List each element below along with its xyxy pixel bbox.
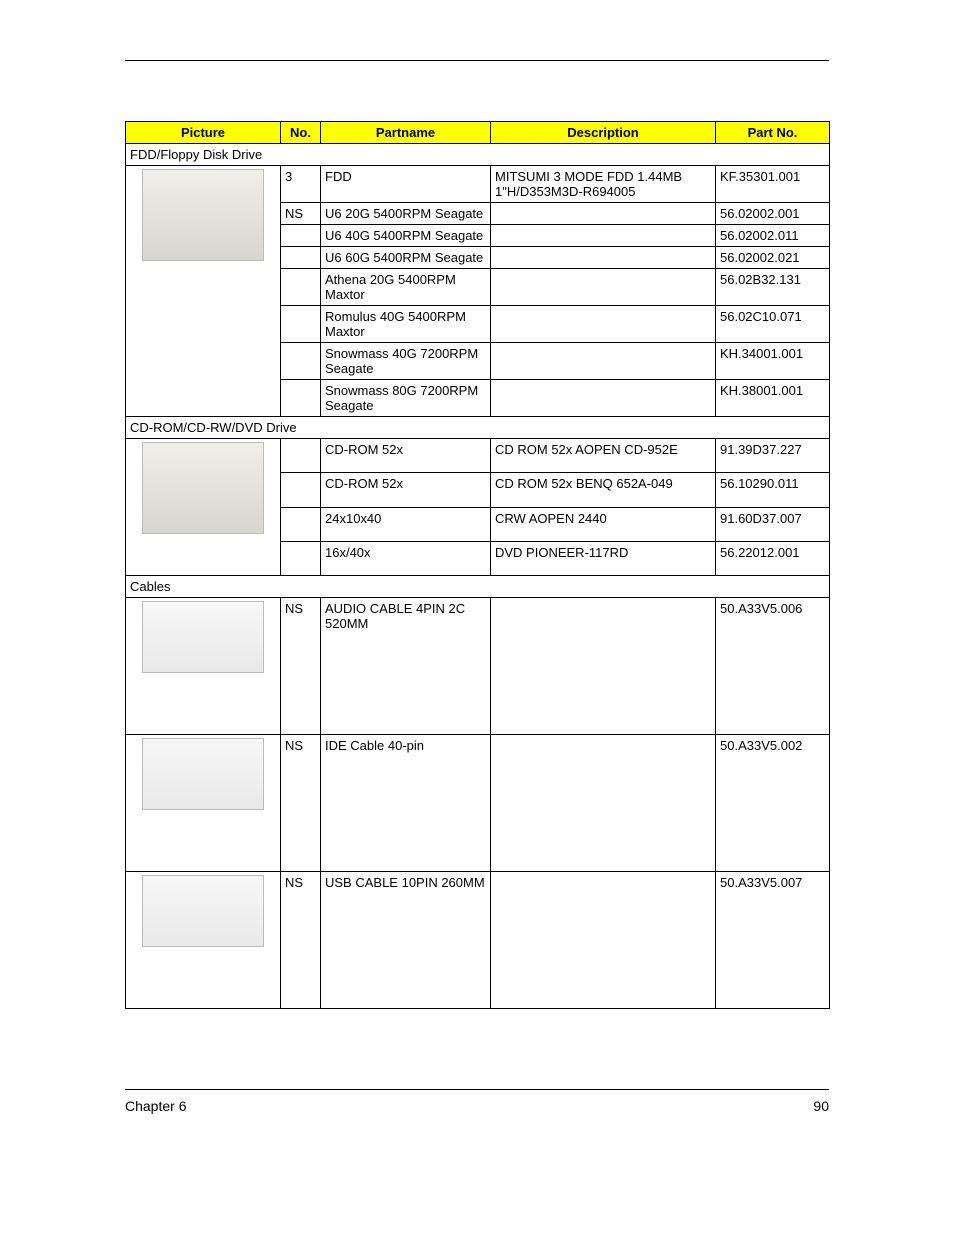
cell-partno: 56.02002.011 xyxy=(716,225,830,247)
table-row: NS AUDIO CABLE 4PIN 2C 520MM 50.A33V5.00… xyxy=(126,598,830,735)
cell-no: NS xyxy=(281,598,321,735)
cell-desc: CD ROM 52x BENQ 652A-049 xyxy=(491,473,716,507)
section-row: CD-ROM/CD-RW/DVD Drive xyxy=(126,417,830,439)
cell-no xyxy=(281,541,321,575)
table-row: CD-ROM 52x CD ROM 52x AOPEN CD-952E 91.3… xyxy=(126,439,830,473)
cell-partname: Snowmass 40G 7200RPM Seagate xyxy=(321,343,491,380)
header-picture: Picture xyxy=(126,122,281,144)
cell-partno: 50.A33V5.007 xyxy=(716,872,830,1009)
cell-partname: IDE Cable 40-pin xyxy=(321,735,491,872)
cell-partno: 56.02002.001 xyxy=(716,203,830,225)
ide-cable-image xyxy=(142,738,264,810)
cell-no xyxy=(281,225,321,247)
cell-no: 3 xyxy=(281,166,321,203)
section-row: FDD/Floppy Disk Drive xyxy=(126,144,830,166)
page-footer: Chapter 6 90 xyxy=(125,1089,829,1114)
header-partno: Part No. xyxy=(716,122,830,144)
cell-desc xyxy=(491,380,716,417)
optical-drive-image xyxy=(142,442,264,534)
cell-no xyxy=(281,343,321,380)
floppy-drive-image xyxy=(142,169,264,261)
footer-page-number: 90 xyxy=(813,1098,829,1114)
cell-partname: 16x/40x xyxy=(321,541,491,575)
cell-partno: 56.02C10.071 xyxy=(716,306,830,343)
cell-desc xyxy=(491,872,716,1009)
section-title: CD-ROM/CD-RW/DVD Drive xyxy=(126,417,830,439)
cell-partno: 56.02002.021 xyxy=(716,247,830,269)
cell-no xyxy=(281,473,321,507)
cell-partname: CD-ROM 52x xyxy=(321,473,491,507)
cell-desc xyxy=(491,203,716,225)
picture-cell xyxy=(126,166,281,417)
cell-no xyxy=(281,269,321,306)
picture-cell xyxy=(126,735,281,872)
cell-desc: DVD PIONEER-117RD xyxy=(491,541,716,575)
cell-desc xyxy=(491,306,716,343)
usb-cable-image xyxy=(142,875,264,947)
picture-cell xyxy=(126,439,281,576)
parts-table: Picture No. Partname Description Part No… xyxy=(125,121,830,1009)
cell-no: NS xyxy=(281,203,321,225)
header-no: No. xyxy=(281,122,321,144)
cell-partname: AUDIO CABLE 4PIN 2C 520MM xyxy=(321,598,491,735)
cell-no xyxy=(281,507,321,541)
section-title: Cables xyxy=(126,576,830,598)
cell-partname: CD-ROM 52x xyxy=(321,439,491,473)
cell-partname: USB CABLE 10PIN 260MM xyxy=(321,872,491,1009)
cell-partname: U6 20G 5400RPM Seagate xyxy=(321,203,491,225)
cell-desc xyxy=(491,225,716,247)
cell-partno: 50.A33V5.002 xyxy=(716,735,830,872)
cell-partno: KH.38001.001 xyxy=(716,380,830,417)
cell-desc xyxy=(491,735,716,872)
table-header-row: Picture No. Partname Description Part No… xyxy=(126,122,830,144)
picture-cell xyxy=(126,598,281,735)
cell-no: NS xyxy=(281,735,321,872)
cell-partname: U6 60G 5400RPM Seagate xyxy=(321,247,491,269)
cell-partno: KF.35301.001 xyxy=(716,166,830,203)
cell-partname: FDD xyxy=(321,166,491,203)
cell-desc xyxy=(491,247,716,269)
cell-desc xyxy=(491,598,716,735)
cell-partno: 50.A33V5.006 xyxy=(716,598,830,735)
header-partname: Partname xyxy=(321,122,491,144)
audio-cable-image xyxy=(142,601,264,673)
cell-desc: CRW AOPEN 2440 xyxy=(491,507,716,541)
cell-partno: 56.02B32.131 xyxy=(716,269,830,306)
footer-chapter: Chapter 6 xyxy=(125,1098,186,1114)
top-rule xyxy=(125,60,829,61)
table-row: 3 FDD MITSUMI 3 MODE FDD 1.44MB 1"H/D353… xyxy=(126,166,830,203)
cell-no: NS xyxy=(281,872,321,1009)
picture-cell xyxy=(126,872,281,1009)
cell-partname: Romulus 40G 5400RPM Maxtor xyxy=(321,306,491,343)
cell-no xyxy=(281,380,321,417)
cell-desc xyxy=(491,343,716,380)
cell-partno: KH.34001.001 xyxy=(716,343,830,380)
section-title: FDD/Floppy Disk Drive xyxy=(126,144,830,166)
cell-desc: MITSUMI 3 MODE FDD 1.44MB 1"H/D353M3D-R6… xyxy=(491,166,716,203)
cell-partname: Snowmass 80G 7200RPM Seagate xyxy=(321,380,491,417)
table-row: NS IDE Cable 40-pin 50.A33V5.002 xyxy=(126,735,830,872)
cell-no xyxy=(281,306,321,343)
table-row: NS USB CABLE 10PIN 260MM 50.A33V5.007 xyxy=(126,872,830,1009)
cell-partname: 24x10x40 xyxy=(321,507,491,541)
cell-no xyxy=(281,247,321,269)
cell-partname: U6 40G 5400RPM Seagate xyxy=(321,225,491,247)
cell-partno: 56.10290.011 xyxy=(716,473,830,507)
cell-desc: CD ROM 52x AOPEN CD-952E xyxy=(491,439,716,473)
cell-no xyxy=(281,439,321,473)
cell-partno: 91.60D37.007 xyxy=(716,507,830,541)
header-description: Description xyxy=(491,122,716,144)
cell-partno: 56.22012.001 xyxy=(716,541,830,575)
cell-desc xyxy=(491,269,716,306)
cell-partno: 91.39D37.227 xyxy=(716,439,830,473)
section-row: Cables xyxy=(126,576,830,598)
cell-partname: Athena 20G 5400RPM Maxtor xyxy=(321,269,491,306)
